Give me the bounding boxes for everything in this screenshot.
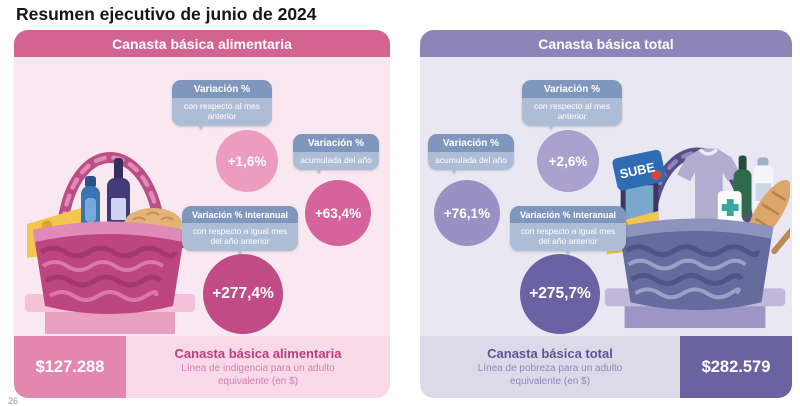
- food-basket-illustration: [25, 152, 195, 334]
- cbt-footer-title: Canasta básica total: [487, 346, 613, 361]
- callout-interannual-sublabel: con respecto a igual mes del año anterio…: [182, 223, 298, 252]
- t-shirt: [677, 148, 741, 222]
- basket-body: [618, 218, 774, 311]
- cbt-amount: $282.579: [680, 336, 792, 398]
- total-basket-illustration: SUBE: [604, 147, 790, 329]
- panel-header-total: Canasta básica total: [420, 30, 792, 57]
- callout-interannual-variation: Variación % interanual con respecto a ig…: [510, 206, 626, 256]
- callout-accumulated-label: Variación %: [428, 134, 514, 152]
- value-monthly-variation: +1,6%: [216, 130, 278, 192]
- callout-interannual-sublabel: con respecto a igual mes del año anterio…: [510, 223, 626, 252]
- value-accumulated-variation: +76,1%: [434, 180, 500, 246]
- panel-canasta-basica-total: Canasta básica total SUBE: [420, 30, 792, 398]
- cba-amount: $127.288: [14, 336, 126, 398]
- cbt-footer-text: Canasta básica total Línea de pobreza pa…: [420, 336, 680, 398]
- panel-footer-total: Canasta básica total Línea de pobreza pa…: [420, 336, 792, 398]
- callout-monthly-label: Variación %: [522, 80, 622, 98]
- callout-monthly-variation: Variación % con respecto al mes anterior: [172, 80, 272, 131]
- wooden-spoon: [771, 219, 790, 255]
- callout-monthly-variation: Variación % con respecto al mes anterior: [522, 80, 622, 131]
- callout-monthly-label: Variación %: [172, 80, 272, 98]
- value-interannual-variation: +275,7%: [520, 254, 600, 334]
- callout-accumulated-variation: Variación % acumulada del año: [428, 134, 514, 175]
- cba-footer-text: Canasta básica alimentaria Línea de indi…: [126, 336, 390, 398]
- callout-interannual-variation: Variación % interanual con respecto a ig…: [182, 206, 298, 256]
- callout-accumulated-variation: Variación % acumulada del año: [293, 134, 379, 175]
- callout-monthly-sublabel: con respecto al mes anterior: [172, 98, 272, 127]
- callout-interannual-label: Variación % interanual: [510, 206, 626, 223]
- page-number: 26: [8, 396, 19, 406]
- panel-footer-alimentaria: $127.288 Canasta básica alimentaria Líne…: [14, 336, 390, 398]
- basket-handle: [57, 152, 165, 228]
- callout-accumulated-sublabel: acumulada del año: [293, 152, 379, 171]
- callout-monthly-sublabel: con respecto al mes anterior: [522, 98, 622, 127]
- callout-interannual-label: Variación % interanual: [182, 206, 298, 223]
- panel-header-alimentaria: Canasta básica alimentaria: [14, 30, 390, 57]
- value-monthly-variation: +2,6%: [537, 130, 599, 192]
- cba-footer-subtitle: Línea de indigencia para un adulto equiv…: [181, 363, 335, 387]
- sube-card-label: SUBE: [618, 159, 657, 181]
- page-title: Resumen ejecutivo de junio de 2024: [16, 4, 317, 24]
- medicine-bottle: [717, 191, 742, 225]
- cba-footer-title: Canasta básica alimentaria: [174, 346, 342, 361]
- callout-accumulated-sublabel: acumulada del año: [428, 152, 514, 171]
- value-accumulated-variation: +63,4%: [305, 180, 371, 246]
- basket-body: [33, 221, 185, 314]
- cbt-footer-subtitle: Línea de pobreza para un adulto equivale…: [477, 363, 623, 387]
- callout-accumulated-label: Variación %: [293, 134, 379, 152]
- value-interannual-variation: +277,4%: [203, 254, 283, 334]
- panel-canasta-basica-alimentaria: Canasta básica alimentaria: [14, 30, 390, 398]
- sube-card: SUBE: [612, 149, 666, 191]
